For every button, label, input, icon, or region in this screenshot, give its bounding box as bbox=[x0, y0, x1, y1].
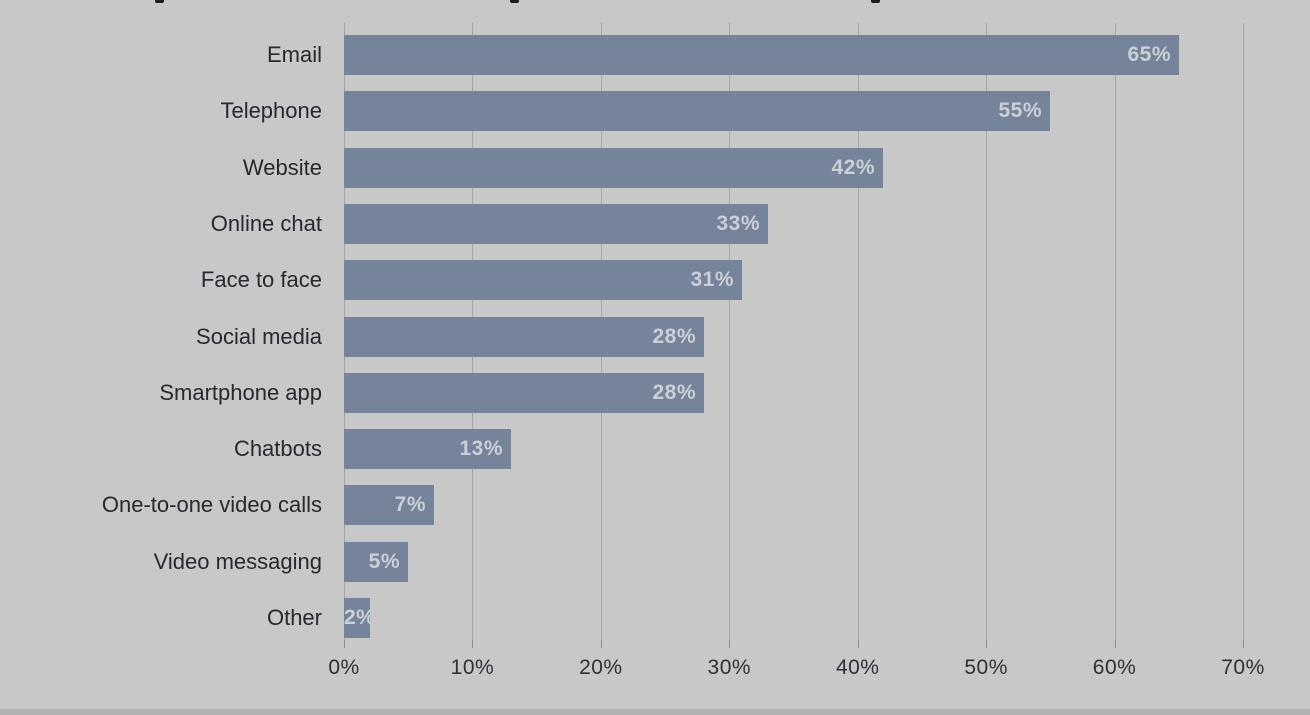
bar-value-label: 65% bbox=[1127, 43, 1171, 66]
bar: 33% bbox=[344, 204, 768, 244]
bar-value-label: 2% bbox=[344, 606, 370, 629]
bar-value-label: 28% bbox=[652, 325, 696, 348]
bar: 5% bbox=[344, 542, 408, 582]
gridline-30% bbox=[729, 23, 731, 641]
bar: 55% bbox=[344, 91, 1050, 131]
bar: 28% bbox=[344, 373, 704, 413]
bar-value-label: 31% bbox=[690, 268, 734, 291]
bar: 2% bbox=[344, 598, 370, 638]
category-label: Online chat bbox=[210, 211, 322, 236]
bar-row: Smartphone app 28% bbox=[0, 373, 1310, 413]
bar: 42% bbox=[344, 148, 883, 188]
x-axis-tick-label: 40% bbox=[835, 656, 880, 679]
bar-row: Other 2% bbox=[0, 598, 1310, 638]
axis-tick-60% bbox=[1114, 640, 1116, 648]
bar: 7% bbox=[344, 485, 434, 525]
cropped-text-remnant bbox=[871, 0, 880, 3]
axis-tick-70% bbox=[1243, 640, 1244, 648]
bar-row: Online chat 33% bbox=[0, 204, 1310, 244]
x-axis-tick-label: 30% bbox=[707, 656, 752, 679]
axis-tick-10% bbox=[472, 640, 474, 648]
bar-value-label: 42% bbox=[831, 156, 875, 179]
cropped-text-remnant bbox=[155, 0, 164, 3]
bar-row: One-to-one video calls 7% bbox=[0, 485, 1310, 525]
bar-row: Chatbots 13% bbox=[0, 429, 1310, 469]
x-axis-tick-label: 70% bbox=[1221, 656, 1265, 679]
category-label: Video messaging bbox=[153, 549, 322, 574]
category-label: Social media bbox=[196, 324, 322, 349]
bar: 65% bbox=[344, 35, 1179, 75]
bar-value-label: 55% bbox=[998, 99, 1042, 122]
x-axis-tick-label: 0% bbox=[328, 656, 360, 679]
category-label: Chatbots bbox=[233, 436, 322, 461]
bar-row: Website 42% bbox=[0, 148, 1310, 188]
bar-value-label: 33% bbox=[716, 212, 760, 235]
bar-value-label: 7% bbox=[394, 493, 426, 516]
axis-tick-30% bbox=[729, 640, 731, 648]
x-axis-tick-label: 20% bbox=[579, 656, 623, 679]
bar: 13% bbox=[344, 429, 511, 469]
axis-tick-40% bbox=[857, 640, 859, 648]
x-axis-tick-label: 10% bbox=[450, 656, 495, 679]
axis-tick-20% bbox=[600, 640, 602, 648]
category-label: One-to-one video calls bbox=[101, 492, 322, 517]
bottom-edge-shade bbox=[0, 709, 1310, 715]
bar-row: Video messaging 5% bbox=[0, 542, 1310, 582]
bar: 31% bbox=[344, 260, 742, 300]
category-label: Other bbox=[266, 605, 322, 630]
gridline-50% bbox=[986, 23, 988, 641]
category-label: Email bbox=[266, 42, 322, 67]
bar-row: Face to face 31% bbox=[0, 260, 1310, 300]
bar-value-label: 5% bbox=[368, 550, 400, 573]
bar-row: Telephone 55% bbox=[0, 91, 1310, 131]
category-label: Telephone bbox=[220, 98, 322, 123]
cropped-text-remnant bbox=[510, 0, 519, 3]
category-label: Website bbox=[242, 155, 322, 180]
gridline-60% bbox=[1114, 23, 1116, 641]
gridline-70% bbox=[1243, 23, 1244, 641]
x-axis-tick-label: 60% bbox=[1092, 656, 1137, 679]
axis-tick-0% bbox=[344, 640, 345, 648]
bar-value-label: 13% bbox=[459, 437, 503, 460]
gridline-40% bbox=[857, 23, 859, 641]
bar: 28% bbox=[344, 317, 704, 357]
axis-tick-50% bbox=[986, 640, 988, 648]
x-axis-tick-label: 50% bbox=[964, 656, 1008, 679]
bar-value-label: 28% bbox=[652, 381, 696, 404]
bar-row: Email 65% bbox=[0, 35, 1310, 75]
category-label: Smartphone app bbox=[159, 380, 322, 405]
category-label: Face to face bbox=[200, 267, 322, 292]
bar-row: Social media 28% bbox=[0, 317, 1310, 357]
